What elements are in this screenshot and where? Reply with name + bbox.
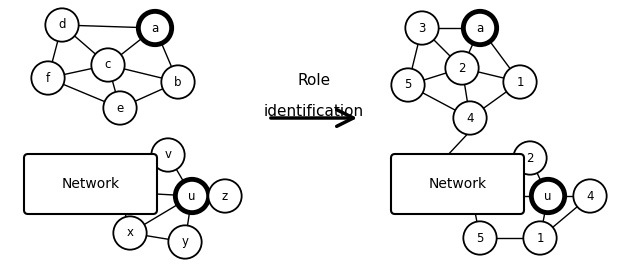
Circle shape [161,65,195,99]
Circle shape [455,179,489,213]
Circle shape [209,179,242,213]
Circle shape [31,61,65,95]
Text: 1: 1 [516,76,524,89]
Text: f: f [46,72,50,85]
Text: identification: identification [264,104,364,119]
Text: Network: Network [428,177,486,191]
Text: w: w [115,185,125,198]
Circle shape [405,11,438,45]
Circle shape [175,179,209,213]
Text: a: a [476,22,484,35]
Circle shape [463,11,497,45]
Circle shape [103,175,137,209]
Text: u: u [188,189,196,202]
Text: Role: Role [298,73,331,88]
FancyBboxPatch shape [24,154,157,214]
Circle shape [445,51,479,85]
Text: z: z [222,189,228,202]
Text: a: a [152,22,159,35]
Text: 4: 4 [586,189,594,202]
Text: u: u [544,189,552,202]
Text: 5: 5 [476,231,484,244]
Circle shape [92,48,125,82]
Circle shape [391,68,425,102]
Circle shape [524,221,557,255]
Circle shape [138,11,172,45]
Circle shape [45,8,79,42]
Text: 4: 4 [467,111,474,124]
Circle shape [453,101,486,135]
Text: 2: 2 [458,61,466,74]
Text: x: x [127,227,134,239]
FancyBboxPatch shape [391,154,524,214]
Circle shape [531,179,564,213]
Circle shape [503,65,537,99]
Text: b: b [174,76,182,89]
Text: 5: 5 [404,78,412,92]
Text: e: e [116,102,124,114]
Circle shape [151,138,185,172]
Text: 3: 3 [419,22,426,35]
Circle shape [513,141,547,175]
Circle shape [168,225,202,259]
Circle shape [463,221,497,255]
Text: y: y [182,235,189,248]
Text: c: c [105,59,111,72]
Text: 1: 1 [536,231,544,244]
Circle shape [113,216,147,250]
Text: 2: 2 [526,152,534,164]
Circle shape [103,91,137,125]
Text: 3: 3 [468,189,476,202]
Text: v: v [164,148,172,161]
Text: Network: Network [61,177,120,191]
Circle shape [573,179,607,213]
Text: d: d [58,19,66,31]
